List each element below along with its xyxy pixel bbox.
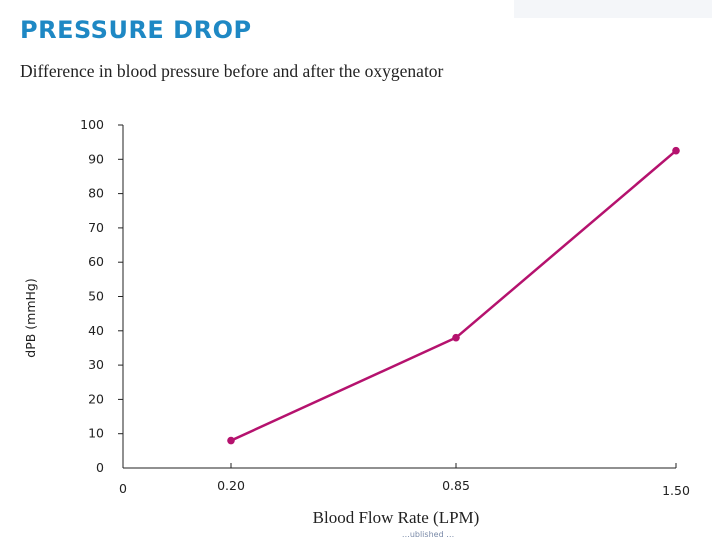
y-tick-label: 0 (96, 460, 104, 475)
chart-title: PRESSURE DROP (20, 16, 252, 44)
x-axis-ticks: 0 0.20 0.85 1.50 (119, 463, 690, 498)
y-tick-label: 100 (80, 117, 104, 132)
x-tick-label: 0.20 (217, 478, 245, 493)
y-axis-label: dPB (mmHg) (23, 278, 38, 357)
series-group (227, 146, 680, 445)
chart-subtitle: Difference in blood pressure before and … (20, 61, 444, 81)
x-tick-label: 0.85 (442, 478, 470, 493)
y-tick-label: 90 (88, 151, 104, 166)
corner-panel (514, 0, 712, 18)
x-axis-label: Blood Flow Rate (LPM) (313, 508, 480, 527)
x-tick-label: 1.50 (662, 483, 690, 498)
x-tick-label: 0 (119, 481, 127, 496)
data-point (672, 146, 680, 155)
y-tick-label: 20 (88, 391, 104, 406)
y-tick-label: 10 (88, 426, 104, 441)
data-point (227, 436, 235, 445)
y-tick-label: 80 (88, 186, 104, 201)
series-line (230, 149, 677, 442)
partial-footer-text: …ublished … (402, 530, 454, 539)
y-tick-label: 70 (88, 220, 104, 235)
y-tick-label: 30 (88, 357, 104, 372)
y-tick-label: 60 (88, 254, 104, 269)
y-tick-label: 40 (88, 323, 104, 338)
y-tick-label: 50 (88, 289, 104, 304)
data-point (452, 333, 460, 342)
axes (122, 125, 676, 469)
y-axis-ticks: 0 10 20 30 40 50 60 70 80 90 100 (80, 117, 123, 475)
